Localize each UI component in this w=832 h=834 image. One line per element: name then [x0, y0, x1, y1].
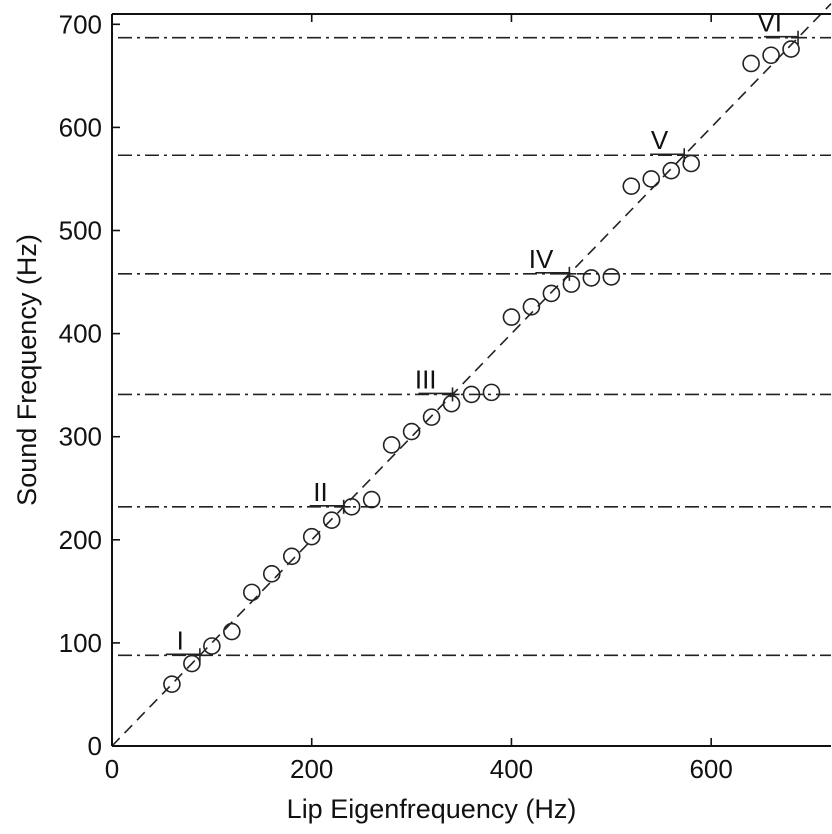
- data-point: [163, 675, 181, 693]
- data-point: [782, 40, 800, 58]
- data-point: [282, 547, 301, 566]
- y-tick-label: 0: [88, 731, 102, 761]
- y-tick-label: 500: [59, 216, 102, 246]
- data-point: [422, 408, 441, 426]
- data-point: [462, 385, 481, 404]
- resonance-lines: [118, 36, 831, 657]
- data-point: [742, 54, 760, 73]
- x-tick-label: 0: [105, 754, 119, 784]
- data-point: [223, 622, 241, 641]
- x-axis-label: Lip Eigenfrequency (Hz): [287, 794, 577, 824]
- resonance-label: VI: [757, 8, 782, 38]
- data-point: [183, 654, 201, 673]
- data-point: [582, 269, 601, 287]
- data-point: [402, 422, 421, 441]
- data-point: [642, 170, 661, 188]
- resonance-label: V: [651, 125, 669, 155]
- data-point: [442, 394, 461, 413]
- tick-marks: 0 200 400 600 0 100 200 300 400 500 600 700: [59, 9, 733, 784]
- data-point: [622, 177, 641, 195]
- data-point: [243, 583, 261, 602]
- x-tick-label: 600: [689, 754, 732, 784]
- resonance-label: I: [177, 625, 184, 655]
- reference-diagonal: [111, 3, 832, 747]
- data-point: [382, 436, 401, 454]
- y-tick-label: 700: [59, 9, 102, 39]
- data-point: [542, 284, 561, 303]
- y-tick-label: 100: [59, 628, 102, 658]
- x-tick-label: 200: [290, 754, 333, 784]
- resonance-label: IV: [529, 244, 554, 274]
- reference-line: [111, 3, 832, 747]
- y-tick-label: 400: [59, 319, 102, 349]
- data-point: [522, 297, 541, 316]
- resonance-label: II: [313, 477, 327, 507]
- y-axis-label: Sound Frequency (Hz): [12, 234, 42, 506]
- axes: [111, 13, 831, 747]
- data-point: [302, 527, 321, 546]
- data-point: [262, 565, 281, 583]
- data-point: [562, 275, 581, 293]
- y-tick-label: 600: [59, 112, 102, 142]
- data-points: [163, 40, 800, 693]
- data-point: [203, 637, 221, 655]
- data-point: [322, 511, 341, 530]
- data-point: [602, 268, 621, 286]
- data-point: [482, 383, 501, 402]
- data-point: [662, 161, 681, 180]
- resonance-label: III: [415, 364, 437, 394]
- data-point: [762, 46, 780, 65]
- data-point: [502, 308, 521, 326]
- data-point: [682, 154, 700, 173]
- x-tick-label: 400: [490, 754, 533, 784]
- data-point: [362, 490, 381, 509]
- y-tick-label: 300: [59, 422, 102, 452]
- y-tick-label: 200: [59, 525, 102, 555]
